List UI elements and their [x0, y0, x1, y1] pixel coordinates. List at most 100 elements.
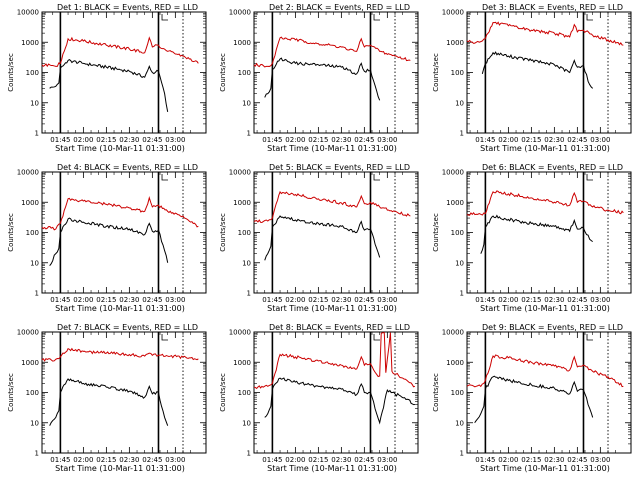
y-tick-label: 10: [455, 259, 464, 267]
chart-title: Det 6: BLACK = Events, RED = LLD: [482, 163, 623, 172]
y-tick-label: 1000: [446, 39, 464, 47]
x-axis-label: Start Time (10-Mar-11 01:31:00): [267, 144, 397, 153]
x-tick-label: 02:00: [498, 136, 518, 144]
series-line-lld: [41, 196, 199, 231]
y-tick-label: 10: [242, 419, 251, 427]
y-tick-label: 10000: [442, 169, 464, 177]
y-axis-label: Counts/sec: [432, 213, 440, 252]
series-line-events: [481, 51, 594, 89]
orbit-bracket-icon: [373, 174, 381, 181]
series-line-lld: [466, 190, 624, 216]
x-tick-label: 03:00: [590, 136, 610, 144]
x-tick-label: 01:45: [475, 296, 495, 304]
chart-title: Det 1: BLACK = Events, RED = LLD: [57, 3, 198, 12]
x-tick-label: 02:00: [285, 456, 305, 464]
y-tick-label: 100: [451, 229, 464, 237]
y-tick-label: 1: [35, 450, 39, 458]
series-line-events: [474, 375, 594, 424]
chart-title: Det 2: BLACK = Events, RED = LLD: [269, 3, 410, 12]
x-tick-label: 01:45: [50, 296, 70, 304]
y-tick-label: 10: [30, 419, 39, 427]
x-tick-label: 01:45: [262, 296, 282, 304]
chart-panel-8: Det 8: BLACK = Events, RED = LLD 1 10 100 10…: [219, 323, 419, 473]
chart-panel-6: Det 6: BLACK = Events, RED = LLD 1 10 100 10…: [432, 163, 632, 313]
series-line-events: [264, 377, 415, 425]
x-tick-label: 02:30: [119, 296, 139, 304]
x-tick-label: 03:00: [165, 136, 185, 144]
orbit-bracket-icon: [161, 14, 169, 21]
y-tick-label: 100: [26, 69, 39, 77]
y-axis-label: Counts/sec: [219, 53, 227, 92]
y-tick-label: 10000: [229, 9, 251, 17]
x-tick-label: 03:00: [165, 456, 185, 464]
y-tick-label: 10000: [229, 329, 251, 337]
y-tick-label: 10000: [17, 9, 39, 17]
x-tick-label: 02:00: [73, 296, 93, 304]
y-tick-label: 10000: [442, 329, 464, 337]
x-tick-label: 02:15: [96, 456, 116, 464]
x-tick-label: 01:45: [475, 136, 495, 144]
orbit-bracket-icon: [161, 334, 169, 341]
series-line-lld: [41, 347, 199, 362]
orbit-bracket-icon: [161, 174, 169, 181]
x-tick-label: 02:15: [521, 456, 541, 464]
y-tick-label: 1000: [233, 359, 251, 367]
series-line-lld: [41, 36, 199, 68]
series-line-lld: [253, 190, 411, 224]
x-tick-label: 02:00: [73, 136, 93, 144]
y-tick-label: 10000: [17, 169, 39, 177]
y-tick-label: 1: [247, 130, 251, 138]
x-tick-label: 02:15: [308, 296, 328, 304]
y-tick-label: 100: [238, 69, 251, 77]
x-tick-label: 02:00: [285, 296, 305, 304]
y-tick-label: 10: [455, 99, 464, 107]
x-tick-label: 02:45: [354, 136, 374, 144]
x-tick-label: 01:45: [50, 136, 70, 144]
y-tick-label: 1: [247, 450, 251, 458]
x-tick-label: 01:45: [475, 456, 495, 464]
x-tick-label: 02:30: [331, 296, 351, 304]
x-axis-label: Start Time (10-Mar-11 01:31:00): [55, 144, 185, 153]
y-tick-label: 100: [26, 389, 39, 397]
y-tick-label: 100: [451, 389, 464, 397]
x-tick-label: 02:30: [544, 136, 564, 144]
orbit-bracket-icon: [586, 334, 594, 341]
series-line-events: [49, 217, 169, 266]
y-tick-label: 10: [455, 419, 464, 427]
x-tick-label: 02:00: [498, 456, 518, 464]
x-tick-label: 02:15: [521, 296, 541, 304]
x-tick-label: 01:45: [50, 456, 70, 464]
x-tick-label: 01:45: [262, 456, 282, 464]
y-tick-label: 10000: [17, 329, 39, 337]
y-tick-label: 1000: [21, 359, 39, 367]
chart-title: Det 3: BLACK = Events, RED = LLD: [482, 3, 623, 12]
chart-panel-9: Det 9: BLACK = Events, RED = LLD 1 10 100 10…: [432, 323, 632, 473]
x-tick-label: 03:00: [165, 296, 185, 304]
y-tick-label: 1: [460, 450, 464, 458]
x-tick-label: 02:30: [119, 136, 139, 144]
chart-title: Det 7: BLACK = Events, RED = LLD: [57, 323, 198, 332]
chart-panel-7: Det 7: BLACK = Events, RED = LLD 1 10 100 10…: [7, 323, 207, 473]
chart-title: Det 4: BLACK = Events, RED = LLD: [57, 163, 198, 172]
y-axis-label: Counts/sec: [432, 373, 440, 412]
y-tick-label: 1: [35, 290, 39, 298]
y-tick-label: 1000: [233, 39, 251, 47]
chart-title: Det 8: BLACK = Events, RED = LLD: [269, 323, 410, 332]
orbit-bracket-icon: [373, 334, 381, 341]
x-tick-label: 02:30: [331, 456, 351, 464]
x-tick-label: 02:30: [119, 456, 139, 464]
y-tick-label: 1000: [446, 359, 464, 367]
y-axis-label: Counts/sec: [432, 53, 440, 92]
y-axis-label: Counts/sec: [7, 373, 15, 412]
y-axis-label: Counts/sec: [219, 213, 227, 252]
y-tick-label: 1: [460, 290, 464, 298]
chart-panel-4: Det 4: BLACK = Events, RED = LLD 1 10 100 10…: [7, 163, 207, 313]
x-tick-label: 02:15: [96, 136, 116, 144]
x-axis-label: Start Time (10-Mar-11 01:31:00): [267, 304, 397, 313]
x-tick-label: 03:00: [590, 456, 610, 464]
y-tick-label: 1000: [446, 199, 464, 207]
x-tick-label: 02:45: [354, 456, 374, 464]
y-tick-label: 10: [242, 259, 251, 267]
y-tick-label: 10: [30, 259, 39, 267]
x-tick-label: 02:15: [308, 456, 328, 464]
